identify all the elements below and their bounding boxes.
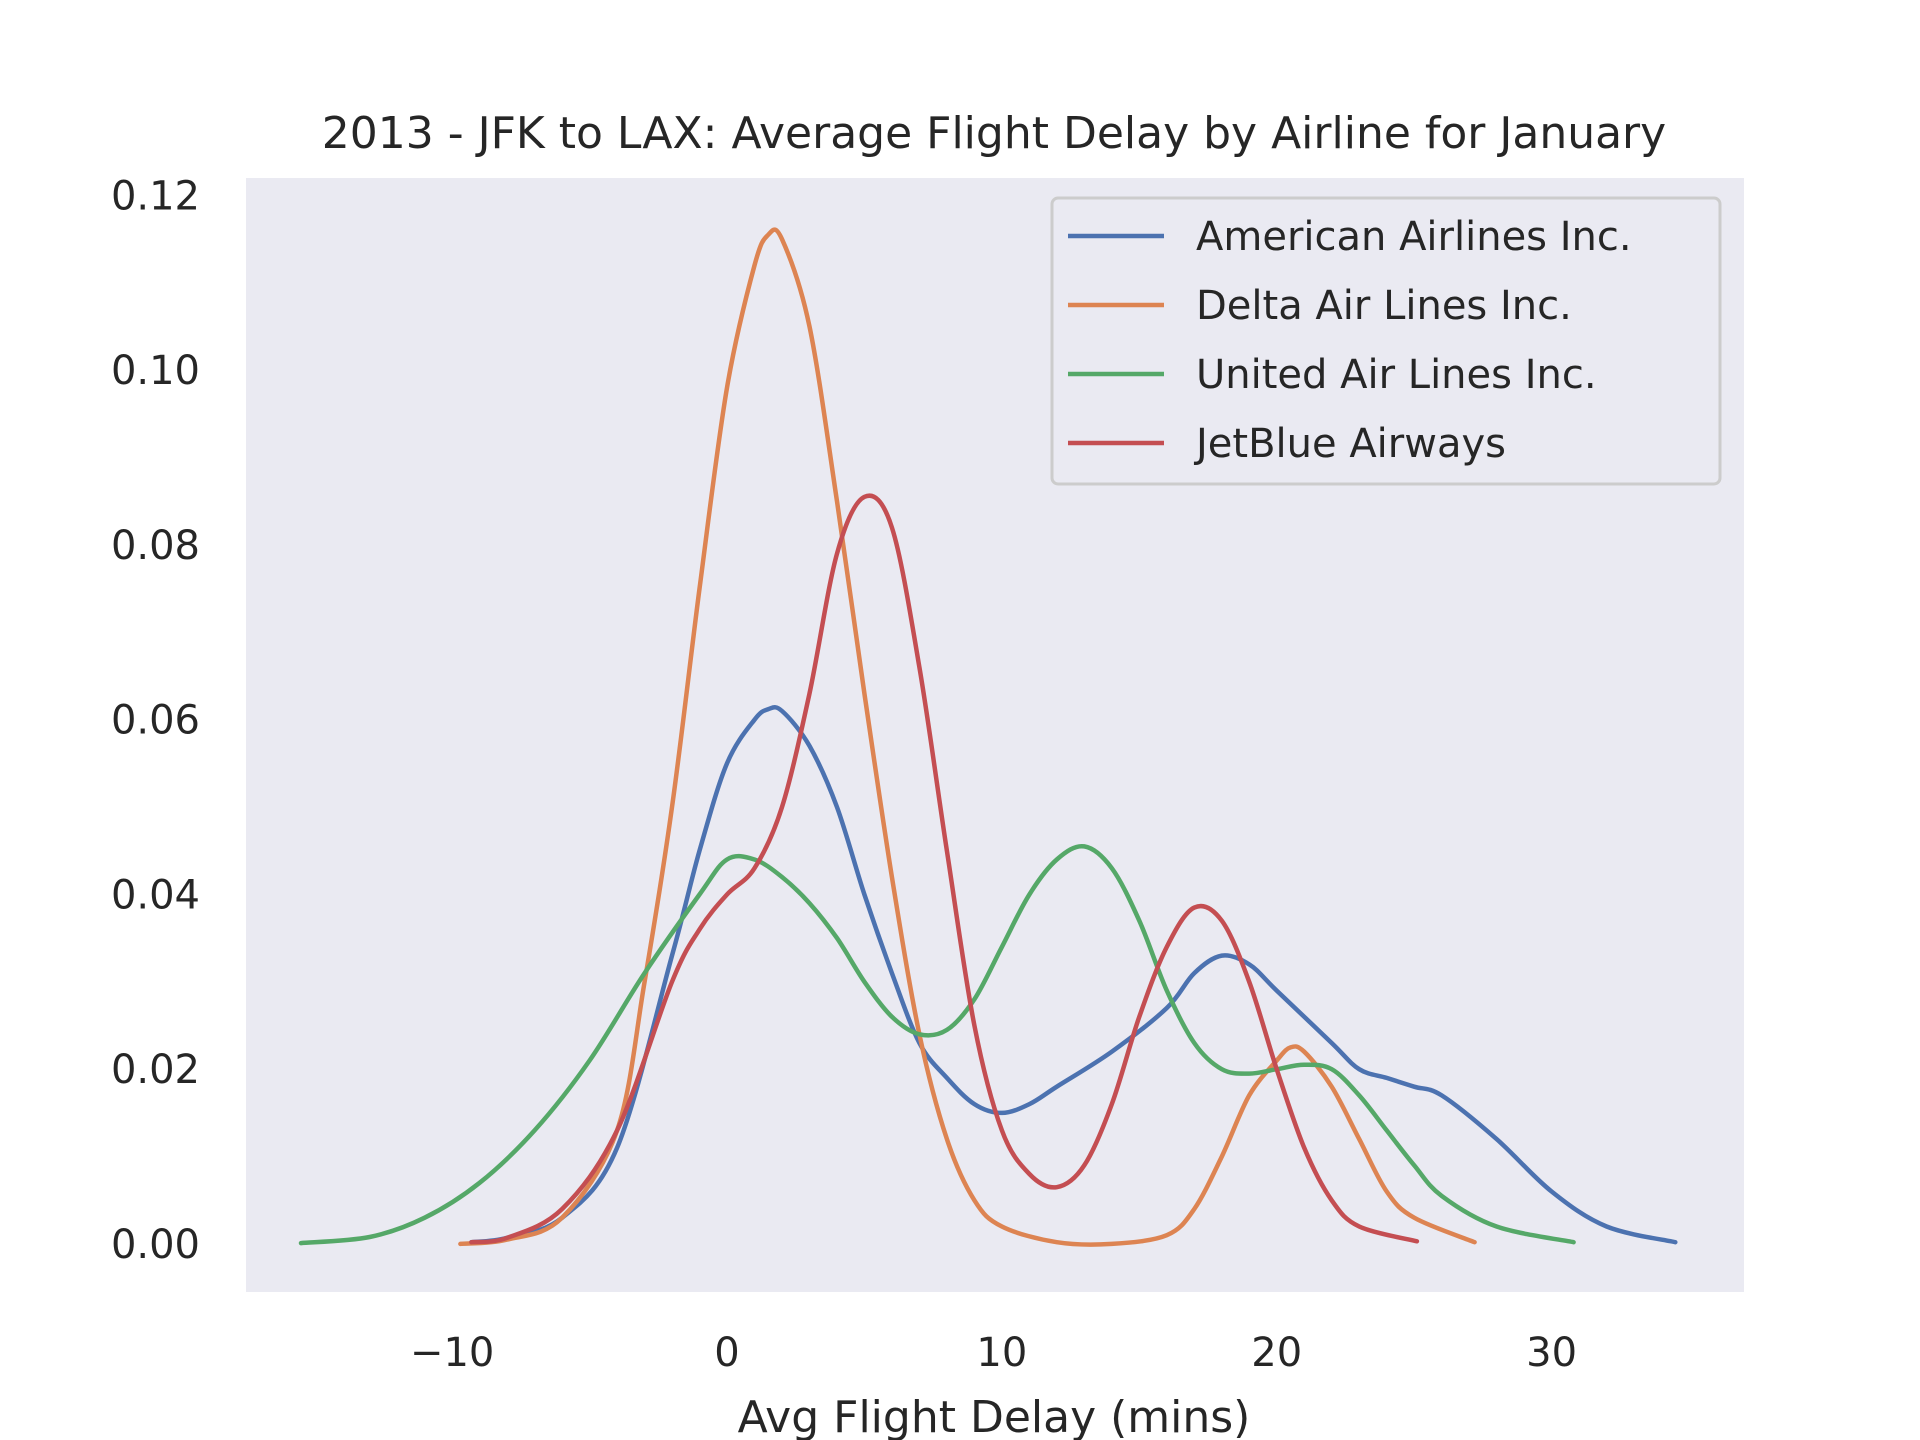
x-tick-label: 0 xyxy=(714,1330,739,1376)
series-line-american-airlines-inc xyxy=(469,705,1678,1245)
series-line-delta-air-lines-inc xyxy=(458,227,1477,1247)
y-tick-label: 0.08 xyxy=(111,523,200,569)
y-tick-label: 0.10 xyxy=(111,348,200,394)
legend-items: American Airlines Inc. Delta Air Lines In… xyxy=(1068,214,1632,467)
x-tick-label: −10 xyxy=(410,1330,494,1376)
legend-label: Delta Air Lines Inc. xyxy=(1196,283,1572,329)
y-axis-ticks: 0.00 0.02 0.04 0.06 0.08 0.10 0.12 xyxy=(111,173,200,1267)
y-tick-label: 0.04 xyxy=(111,872,200,918)
x-tick-label: 30 xyxy=(1526,1330,1577,1376)
legend: American Airlines Inc. Delta Air Lines In… xyxy=(1050,196,1722,486)
y-tick-label: 0.02 xyxy=(111,1047,200,1093)
legend-label: United Air Lines Inc. xyxy=(1196,352,1597,398)
series-line-united-air-lines-inc xyxy=(298,843,1576,1246)
x-tick-label: 10 xyxy=(976,1330,1027,1376)
y-tick-label: 0.12 xyxy=(111,173,200,219)
legend-box xyxy=(1050,196,1722,486)
x-axis-label: Avg Flight Delay (mins) xyxy=(738,1392,1251,1440)
y-tick-label: 0.06 xyxy=(111,698,200,744)
legend-label: JetBlue Airways xyxy=(1193,421,1506,467)
legend-label: American Airlines Inc. xyxy=(1196,214,1632,260)
y-tick-label: 0.00 xyxy=(111,1222,200,1268)
series-lines xyxy=(298,227,1678,1247)
x-tick-label: 20 xyxy=(1251,1330,1302,1376)
chart-title: 2013 - JFK to LAX: Average Flight Delay … xyxy=(322,108,1666,159)
x-axis-ticks: −10 0 10 20 30 xyxy=(410,1330,1577,1376)
series-line-jetblue-airways xyxy=(469,493,1420,1245)
